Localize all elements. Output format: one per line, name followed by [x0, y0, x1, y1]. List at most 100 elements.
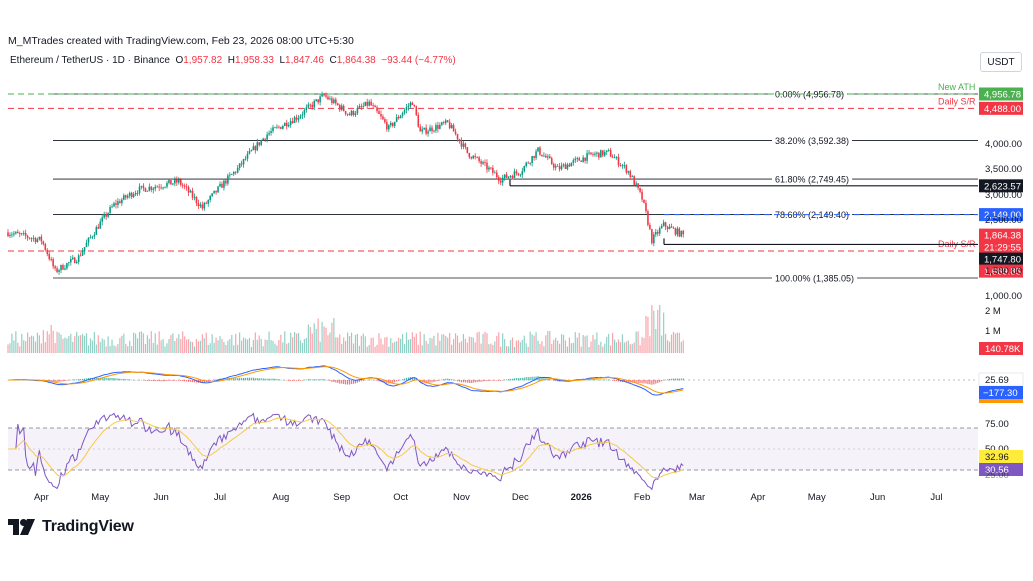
macd-histogram-bar	[661, 380, 663, 382]
volume-bar	[590, 341, 592, 353]
volume-bar	[427, 343, 429, 353]
macd-histogram-bar	[52, 380, 54, 382]
candle-body	[329, 98, 331, 100]
volume-bar	[476, 332, 478, 353]
macd-histogram-bar	[337, 380, 339, 383]
macd-histogram-bar	[123, 378, 125, 381]
currency-button[interactable]: USDT	[980, 52, 1022, 72]
macd-histogram-bar	[299, 380, 302, 381]
volume-bar	[649, 336, 651, 353]
macd-histogram-bar	[403, 378, 406, 381]
macd-histogram-bar	[184, 380, 186, 382]
macd-histogram-bar	[193, 380, 196, 383]
volume-bar	[462, 334, 465, 353]
volume-bar	[666, 340, 669, 353]
volume-bar	[229, 339, 231, 353]
candle-body	[492, 167, 494, 173]
macd-histogram-bar	[162, 380, 164, 382]
macd-histogram-bar	[433, 380, 435, 383]
macd-histogram-bar	[164, 380, 166, 382]
volume-bar	[405, 332, 408, 353]
macd-histogram-bar	[333, 380, 335, 382]
candle-body	[486, 162, 488, 170]
candle-body	[197, 203, 200, 207]
volume-last-value: 140.78K	[985, 344, 1021, 355]
candle-body	[405, 107, 408, 111]
macd-histogram-bar	[80, 379, 82, 381]
candle-body	[36, 239, 39, 242]
macd-histogram-bar	[602, 379, 604, 381]
candle-body	[107, 213, 109, 217]
annotation-label: New ATH	[938, 82, 975, 92]
macd-histogram-bar	[480, 380, 482, 382]
macd-histogram-bar	[288, 380, 290, 381]
macd-histogram-bar	[419, 380, 421, 382]
candle-body	[523, 166, 526, 172]
candle-body	[676, 228, 679, 235]
candle-body	[600, 150, 602, 158]
tradingview-logo[interactable]: TradingView	[8, 518, 134, 536]
candle-body	[399, 115, 402, 119]
macd-histogram-bar	[362, 380, 364, 381]
price-label-text: 1,669.85	[984, 267, 1021, 278]
volume-bar	[164, 346, 166, 353]
candle-body	[609, 150, 612, 157]
candle-body	[242, 159, 245, 165]
candle-body	[305, 107, 308, 110]
volume-bar	[52, 330, 54, 353]
volume-bar	[288, 342, 290, 353]
candle-body	[7, 232, 9, 237]
volume-bar	[158, 331, 160, 353]
volume-bar	[97, 335, 99, 353]
macd-histogram-bar	[639, 380, 641, 384]
macd-histogram-bar	[504, 379, 506, 381]
macd-histogram-bar	[384, 380, 386, 383]
candle-body	[389, 123, 392, 126]
volume-bar	[233, 345, 235, 353]
volume-bar	[521, 339, 523, 353]
volume-bar	[186, 339, 188, 353]
candle-body	[358, 106, 361, 109]
fib-level-label: 38.20% (3,592.38)	[775, 136, 849, 146]
volume-bar	[486, 333, 488, 353]
volume-bar	[482, 333, 484, 353]
candle-body	[73, 257, 76, 264]
candle-body	[297, 118, 300, 120]
candle-body	[179, 179, 182, 185]
macd-histogram-bar	[543, 377, 545, 381]
open-value: 1,957.82	[183, 55, 223, 66]
volume-bar	[474, 342, 476, 353]
candle-body	[572, 160, 575, 163]
candle-body	[315, 99, 317, 101]
candle-body	[30, 238, 33, 240]
volume-bar	[409, 339, 412, 353]
volume-bar	[201, 334, 203, 353]
volume-bar	[144, 343, 147, 353]
macd-histogram-bar	[396, 380, 398, 382]
symbol-name[interactable]: Ethereum / TetherUS · 1D · Binance	[10, 55, 170, 66]
macd-histogram-bar	[237, 378, 239, 381]
candle-body	[105, 214, 107, 217]
volume-bar	[339, 334, 341, 353]
candle-body	[556, 165, 559, 167]
volume-bar	[205, 332, 207, 353]
volume-bar	[134, 333, 137, 353]
macd-histogram-bar	[541, 377, 543, 381]
macd-histogram-bar	[429, 380, 431, 383]
macd-histogram-bar	[555, 380, 557, 382]
price-label-text: 21:29:55	[984, 243, 1021, 254]
volume-bar	[421, 345, 423, 353]
volume-bar	[91, 340, 94, 353]
candle-body	[639, 187, 641, 192]
candle-body	[668, 226, 671, 230]
candle-body	[623, 165, 626, 166]
chart-canvas[interactable]: 0.00% (4,956.78)38.20% (3,592.38)61.80% …	[0, 0, 1033, 510]
macd-histogram-bar	[372, 379, 374, 381]
volume-bar	[674, 333, 677, 353]
candle-body	[268, 132, 270, 135]
candle-body	[250, 150, 253, 152]
volume-bar	[612, 332, 614, 353]
macd-histogram-bar	[85, 378, 88, 381]
candle-body	[199, 204, 202, 207]
volume-bar	[17, 342, 19, 353]
